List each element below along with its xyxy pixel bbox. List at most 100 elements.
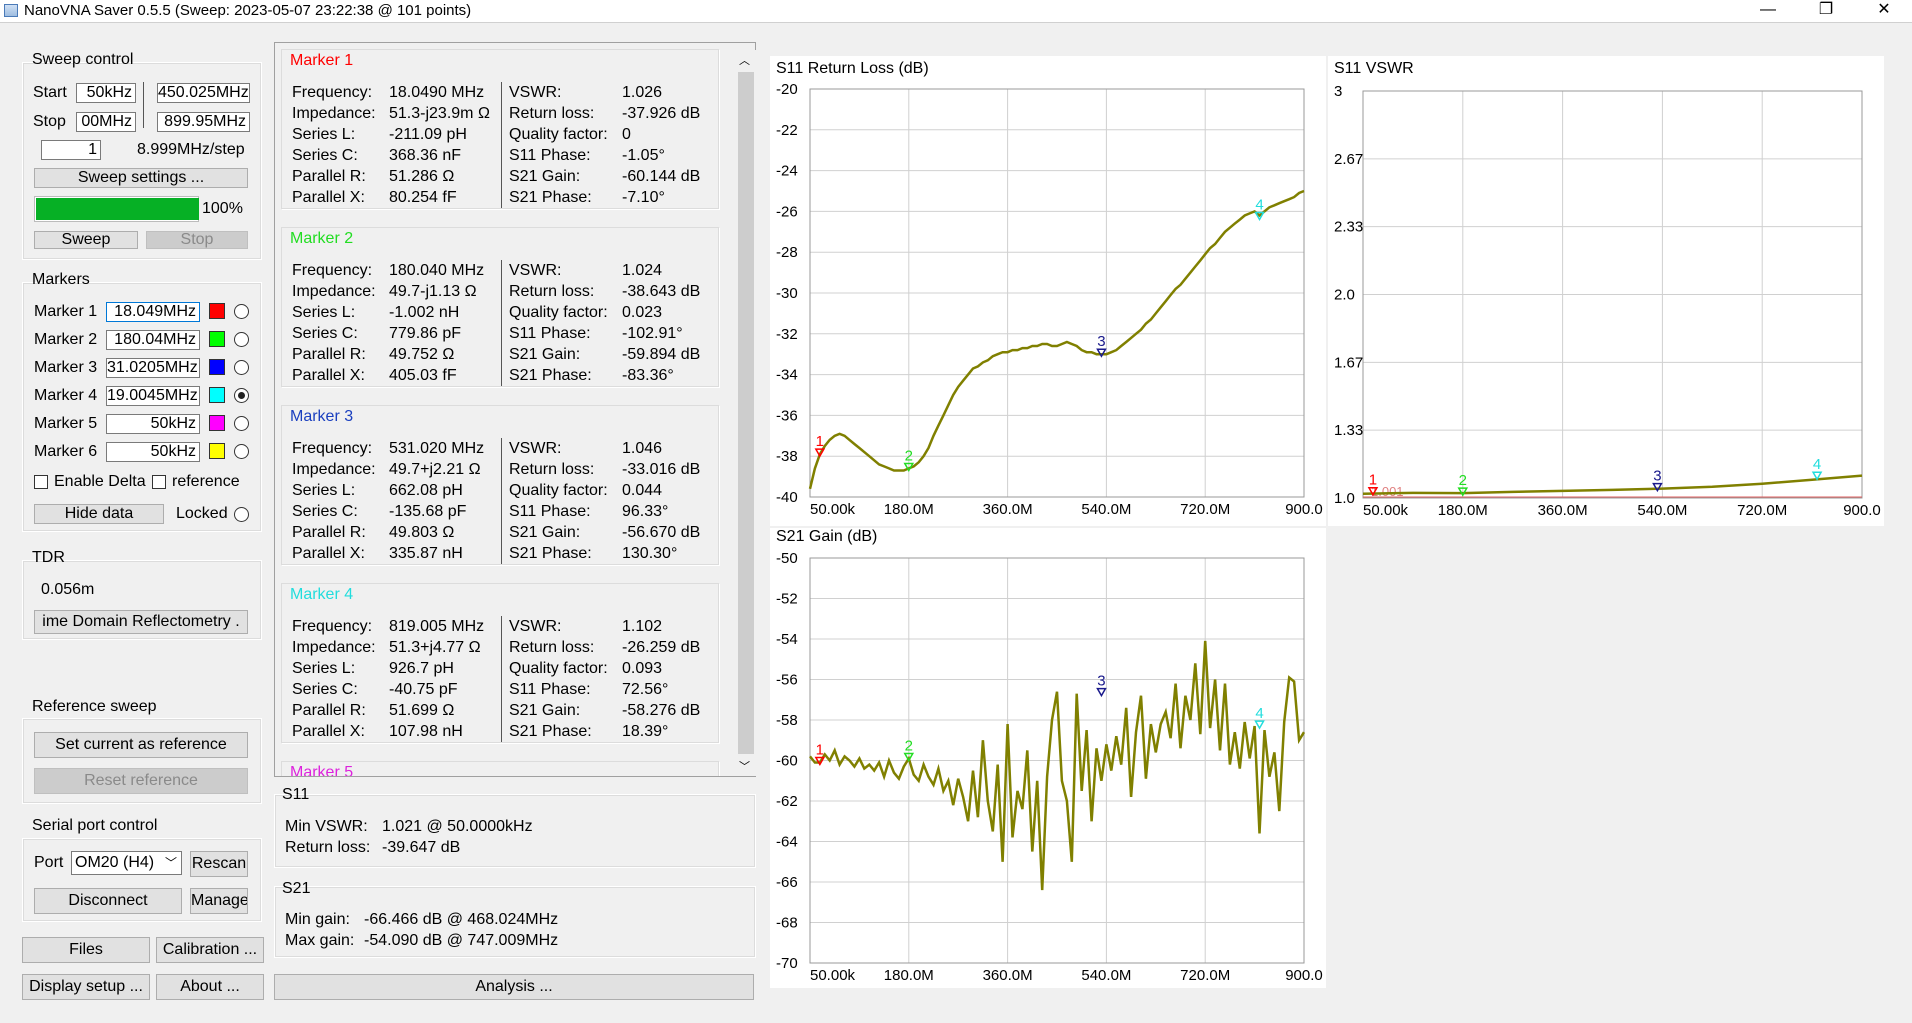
hide-data-button[interactable]: Hide data: [34, 504, 164, 524]
progress-text: 100%: [202, 200, 243, 217]
marker-frequency-input[interactable]: 180.04MHz: [106, 330, 200, 350]
marker-frequency-input[interactable]: 18.049MHz: [106, 302, 200, 322]
marker-select-radio[interactable]: [234, 304, 249, 319]
stop-button[interactable]: Stop: [146, 231, 248, 249]
marker-triangle: [903, 752, 915, 762]
s21-summary-title: S21: [282, 880, 311, 897]
marker-select-radio[interactable]: [234, 444, 249, 459]
x-tick-label: 900.0: [1843, 502, 1881, 519]
y-tick-label: 2.0: [1334, 287, 1355, 304]
marker-select-radio[interactable]: [234, 388, 249, 403]
marker-detail-value: 18.0490 MHz: [389, 84, 485, 101]
marker-detail-label: Parallel R:: [292, 346, 366, 363]
plot-frame: [809, 88, 1305, 498]
set-reference-button[interactable]: Set current as reference: [34, 732, 248, 758]
marker-detail-label: Parallel X:: [292, 367, 365, 384]
sweep-button[interactable]: Sweep: [34, 231, 138, 249]
marker-detail-value: 1.102: [622, 618, 663, 635]
marker-label: Marker 2: [34, 331, 98, 348]
marker-color-button[interactable]: [209, 303, 225, 319]
y-tick-label: -66: [776, 874, 798, 891]
marker-number-label: 3: [1653, 468, 1661, 485]
marker-detail-label: Impedance:: [292, 461, 376, 478]
scroll-down-icon[interactable]: ﹀: [739, 761, 750, 773]
marker-detail-value: 779.86 pF: [389, 325, 462, 342]
marker-select-radio[interactable]: [234, 416, 249, 431]
files-button[interactable]: Files: [22, 937, 150, 963]
display-setup-button[interactable]: Display setup ...: [22, 974, 150, 1000]
marker-detail-box: Marker 4 Frequency: 819.005 MHz Impedance: 5…: [281, 583, 719, 743]
marker-frequency-input[interactable]: 19.0045MHz: [106, 386, 200, 406]
y-tick-label: -56: [776, 672, 798, 689]
s11-return-loss-chart-title: S11 Return Loss (dB): [776, 60, 929, 77]
span-input[interactable]: 899.95MHz: [157, 112, 250, 132]
marker-detail-label: S21 Gain:: [509, 346, 581, 363]
marker-detail-value: 1.046: [622, 440, 663, 457]
marker-frequency-input[interactable]: 31.0205MHz: [106, 358, 200, 378]
marker-frequency-input[interactable]: 50kHz: [106, 442, 200, 462]
rescan-button[interactable]: Rescan: [190, 851, 248, 877]
marker-detail-label: S21 Gain:: [509, 168, 581, 185]
marker-select-radio[interactable]: [234, 360, 249, 375]
close-button[interactable]: ✕: [1877, 1, 1891, 18]
marker-triangle: [1811, 471, 1823, 481]
marker-detail-label: S21 Phase:: [509, 367, 592, 384]
y-tick-label: -20: [776, 81, 798, 98]
marker-detail-label: S21 Phase:: [509, 189, 592, 206]
tdr-button[interactable]: ime Domain Reflectometry .: [34, 610, 248, 634]
marker-detail-label: Parallel X:: [292, 189, 365, 206]
center-input[interactable]: 450.025MHz: [157, 83, 250, 103]
sweep-settings-button[interactable]: Sweep settings ...: [34, 168, 248, 188]
calibration-button[interactable]: Calibration ...: [156, 937, 264, 963]
marker-detail-value: -1.05°: [622, 147, 665, 164]
segments-input[interactable]: 1: [41, 140, 101, 160]
marker-color-button[interactable]: [209, 387, 225, 403]
restore-button[interactable]: ❐: [1818, 1, 1834, 18]
scroll-up-icon[interactable]: ︿: [739, 55, 750, 67]
marker-color-button[interactable]: [209, 415, 225, 431]
marker-number-label: 1: [1369, 472, 1377, 489]
marker-number-label: 2: [905, 447, 913, 464]
marker-detail-title: Marker 1: [290, 52, 354, 69]
window-title: NanoVNA Saver 0.5.5 (Sweep: 2023-05-07 2…: [24, 2, 472, 19]
minimize-button[interactable]: —: [1760, 1, 1776, 18]
marker-triangle: [1096, 687, 1107, 698]
y-tick-label: -36: [776, 407, 798, 424]
marker-detail-value: -60.144 dB: [622, 168, 701, 185]
reset-reference-button[interactable]: Reset reference: [34, 768, 248, 794]
marker-color-button[interactable]: [209, 359, 225, 375]
marker-detail-value: 1.026: [622, 84, 663, 101]
manage-button[interactable]: Manage: [190, 888, 248, 914]
y-tick-label: -30: [776, 285, 798, 302]
s11-return-loss-chart-panel: S11 Return Loss (dB) 50.00k 180.0M 360.0M 5…: [770, 56, 1326, 526]
locked-label: Locked: [176, 505, 228, 522]
marker-triangle: [814, 448, 826, 458]
y-tick-label: -28: [776, 244, 798, 261]
marker-detail-box: Marker 5: [281, 761, 719, 776]
marker-select-radio[interactable]: [234, 332, 249, 347]
marker-color-button[interactable]: [209, 331, 225, 347]
min-vswr-label: Min VSWR:: [285, 818, 368, 835]
marker-detail-value: 18.39°: [622, 723, 669, 740]
markers-group: [22, 282, 262, 532]
marker-detail-value: 405.03 fF: [389, 367, 457, 384]
enable-delta-checkbox[interactable]: [34, 475, 48, 489]
scrollbar-thumb[interactable]: [738, 72, 754, 754]
sweep-divider: [143, 82, 144, 128]
marker-frequency-input[interactable]: 50kHz: [106, 414, 200, 434]
marker-number-label: 4: [1255, 705, 1263, 722]
stop-input[interactable]: 00MHz: [76, 112, 136, 132]
marker-data-panel[interactable]: Marker 1 Frequency: 18.0490 MHz Impedance: 5…: [274, 42, 756, 777]
x-tick-label: 540.0M: [1081, 967, 1131, 984]
chevron-down-icon: ﹀: [164, 856, 177, 870]
locked-radio[interactable]: [234, 507, 249, 522]
y-tick-label: -60: [776, 753, 798, 770]
about-button[interactable]: About ...: [156, 974, 264, 1000]
disconnect-button[interactable]: Disconnect: [34, 888, 182, 914]
max-gain-label: Max gain:: [285, 932, 355, 949]
marker-color-button[interactable]: [209, 443, 225, 459]
analysis-button[interactable]: Analysis ...: [274, 974, 754, 1000]
port-select[interactable]: OM20 (H4) ﹀: [71, 851, 182, 875]
start-input[interactable]: 50kHz: [76, 83, 136, 103]
reference-checkbox[interactable]: [152, 475, 166, 489]
